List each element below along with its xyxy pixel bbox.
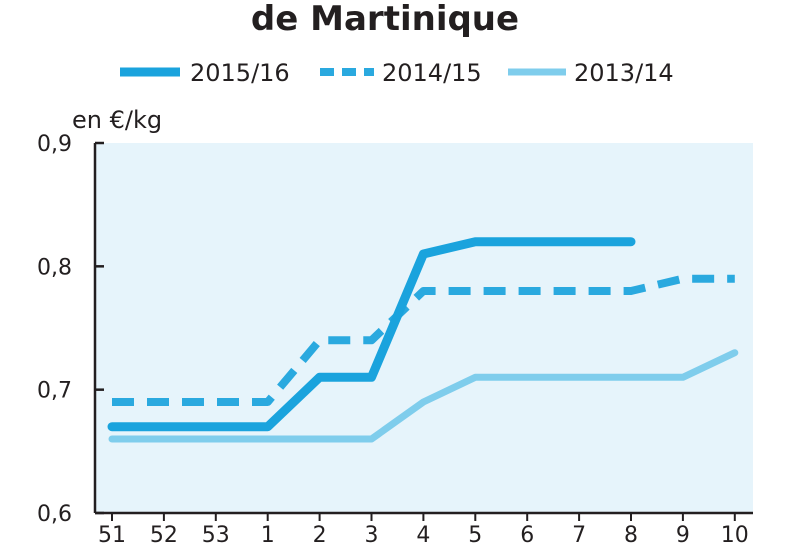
x-tick-label: 5 [468,523,482,548]
x-tick-label: 7 [572,523,586,548]
x-tick-label: 6 [520,523,534,548]
y-axis-unit-label: en €/kg [72,106,162,134]
x-tick-label: 9 [676,523,690,548]
legend: 2015/16 2014/15 2013/14 [120,59,674,87]
x-tick-label: 52 [150,523,178,548]
plot-background [95,143,753,513]
series-layer [107,237,739,443]
tick-layer: 0,6 0,7 0,8 0,9 51 52 53 1 2 3 4 5 6 7 8 9 10 [37,132,749,548]
legend-label-2013-14: 2013/14 [574,59,674,87]
x-tick-label: 3 [365,523,379,548]
x-tick-label: 8 [624,523,638,548]
series-line-2015-16 [107,237,636,432]
series-line-2013-14 [108,349,739,443]
x-tick-label: 2 [313,523,327,548]
x-tick-label: 51 [98,523,126,548]
x-tick-label: 10 [721,523,749,548]
series-line-2014-15 [112,274,735,406]
y-tick-label: 0,9 [37,132,72,157]
legend-label-2014-15: 2014/15 [382,59,482,87]
y-tick-label: 0,7 [37,379,72,404]
x-tick-label: 53 [202,523,230,548]
y-tick-label: 0,6 [37,502,72,527]
chart-title: de Martinique [251,0,519,39]
legend-label-2015-16: 2015/16 [190,59,290,87]
y-tick-label: 0,8 [37,255,72,280]
x-tick-label: 4 [416,523,430,548]
x-tick-label: 1 [261,523,275,548]
